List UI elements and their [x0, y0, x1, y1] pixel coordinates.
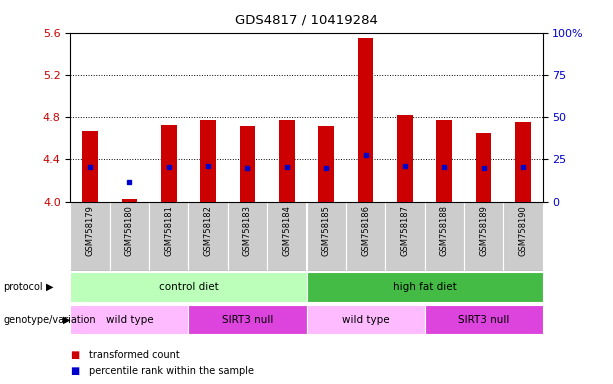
Bar — [240, 126, 256, 202]
Bar — [189, 305, 306, 334]
Text: GSM758183: GSM758183 — [243, 205, 252, 256]
Bar — [397, 115, 413, 202]
Bar — [110, 202, 149, 271]
Text: GDS4817 / 10419284: GDS4817 / 10419284 — [235, 13, 378, 26]
Bar — [318, 126, 334, 202]
Bar — [279, 120, 295, 202]
Text: GSM758179: GSM758179 — [86, 205, 94, 256]
Bar — [228, 202, 267, 271]
Bar — [149, 202, 189, 271]
Text: percentile rank within the sample: percentile rank within the sample — [89, 366, 254, 376]
Text: GSM758182: GSM758182 — [204, 205, 213, 256]
Bar — [503, 202, 543, 271]
Bar — [82, 131, 98, 202]
Bar — [70, 272, 306, 302]
Text: protocol: protocol — [3, 282, 43, 292]
Text: GSM758184: GSM758184 — [283, 205, 291, 256]
Bar — [267, 202, 306, 271]
Bar — [424, 202, 464, 271]
Bar — [306, 272, 543, 302]
Bar — [189, 202, 228, 271]
Bar — [436, 120, 452, 202]
Text: SIRT3 null: SIRT3 null — [222, 314, 273, 325]
Bar — [161, 124, 177, 202]
Text: GSM758188: GSM758188 — [440, 205, 449, 256]
Text: genotype/variation: genotype/variation — [3, 314, 96, 325]
Bar — [70, 202, 110, 271]
Bar — [70, 305, 189, 334]
Text: ▶: ▶ — [63, 314, 70, 325]
Text: GSM758185: GSM758185 — [322, 205, 330, 256]
Text: GSM758180: GSM758180 — [125, 205, 134, 256]
Text: high fat diet: high fat diet — [393, 282, 456, 292]
Text: GSM758181: GSM758181 — [164, 205, 173, 256]
Bar — [424, 305, 543, 334]
Bar — [476, 133, 492, 202]
Text: GSM758187: GSM758187 — [400, 205, 409, 256]
Bar — [357, 38, 373, 202]
Text: control diet: control diet — [159, 282, 218, 292]
Text: GSM758189: GSM758189 — [479, 205, 488, 256]
Bar — [200, 120, 216, 202]
Text: ■: ■ — [70, 366, 80, 376]
Text: ■: ■ — [70, 350, 80, 360]
Text: transformed count: transformed count — [89, 350, 180, 360]
Bar — [306, 305, 424, 334]
Bar — [385, 202, 424, 271]
Bar — [121, 200, 137, 202]
Bar — [464, 202, 503, 271]
Text: wild type: wild type — [105, 314, 153, 325]
Bar — [306, 202, 346, 271]
Bar — [346, 202, 385, 271]
Bar — [515, 122, 531, 202]
Text: ▶: ▶ — [46, 282, 53, 292]
Text: GSM758186: GSM758186 — [361, 205, 370, 256]
Text: SIRT3 null: SIRT3 null — [458, 314, 509, 325]
Text: wild type: wild type — [341, 314, 389, 325]
Text: GSM758190: GSM758190 — [519, 205, 527, 256]
